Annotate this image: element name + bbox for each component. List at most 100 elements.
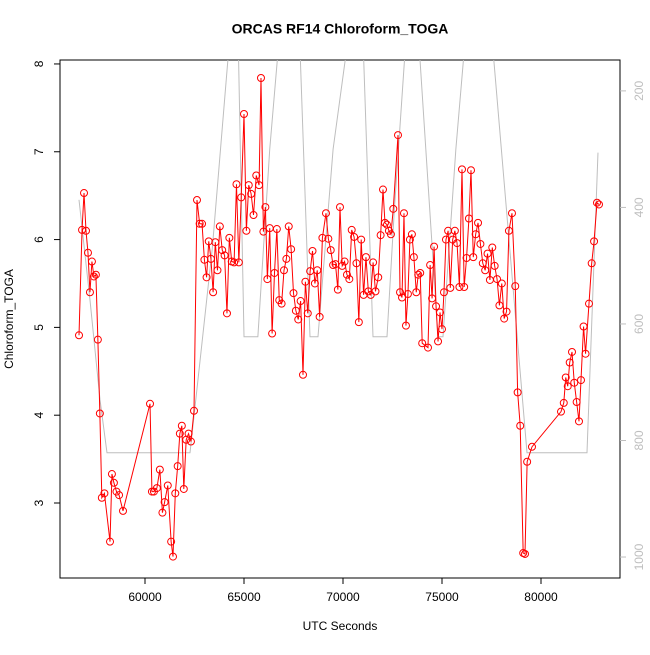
point <box>146 399 155 408</box>
point <box>291 306 300 315</box>
point <box>565 358 574 367</box>
point <box>115 491 124 500</box>
point <box>493 275 502 284</box>
point <box>97 493 106 502</box>
point <box>91 270 100 279</box>
point <box>106 537 115 546</box>
point <box>581 349 590 358</box>
point <box>572 398 581 407</box>
point <box>401 321 410 330</box>
point <box>222 309 231 318</box>
chart-title: ORCAS RF14 Chloroform_TOGA <box>232 21 449 37</box>
point <box>504 226 513 235</box>
point <box>313 266 322 275</box>
point <box>352 259 361 268</box>
point <box>507 209 516 218</box>
point <box>75 331 84 340</box>
point <box>234 258 243 267</box>
point <box>240 110 249 119</box>
point <box>315 312 324 321</box>
point <box>354 318 363 327</box>
point <box>252 171 261 180</box>
point <box>277 299 286 308</box>
point <box>345 275 354 284</box>
y-tick-label: 4 <box>32 412 46 419</box>
point <box>405 235 414 244</box>
point <box>590 237 599 246</box>
point <box>272 225 281 234</box>
point <box>333 285 342 294</box>
point <box>428 294 437 303</box>
point <box>495 301 504 310</box>
point <box>263 275 272 284</box>
point <box>303 309 312 318</box>
point <box>416 268 425 277</box>
point <box>186 437 195 446</box>
point <box>407 230 416 239</box>
point <box>247 189 256 198</box>
point <box>83 248 92 257</box>
point <box>177 421 186 430</box>
point <box>594 200 603 209</box>
point <box>418 339 427 348</box>
point <box>561 373 570 382</box>
point <box>476 239 485 248</box>
point <box>481 266 490 275</box>
point <box>523 457 532 466</box>
point <box>282 254 291 263</box>
point <box>450 226 459 235</box>
point <box>579 322 588 331</box>
point <box>155 465 164 474</box>
point <box>270 268 279 277</box>
point <box>89 272 98 281</box>
y-tick-label: 5 <box>32 324 46 331</box>
point <box>184 429 193 438</box>
point <box>474 218 483 227</box>
point <box>167 537 176 546</box>
point <box>211 238 220 247</box>
point <box>357 235 366 244</box>
point <box>256 74 265 83</box>
point <box>279 266 288 275</box>
point <box>574 417 583 426</box>
y2-tick-label: 1000 <box>632 543 646 570</box>
point <box>403 290 412 299</box>
point <box>340 257 349 266</box>
y-tick-label: 8 <box>32 60 46 67</box>
point <box>107 470 116 479</box>
point <box>502 307 511 316</box>
point <box>556 407 565 416</box>
point <box>93 335 102 344</box>
point <box>299 370 308 379</box>
point <box>95 409 104 418</box>
point <box>457 165 466 174</box>
point <box>587 259 596 268</box>
point <box>259 227 268 236</box>
point <box>296 297 305 306</box>
point <box>490 261 499 270</box>
point <box>321 209 330 218</box>
point <box>455 282 464 291</box>
point <box>206 254 215 263</box>
point <box>87 257 96 266</box>
point <box>192 196 201 205</box>
point <box>350 232 359 241</box>
point <box>78 225 87 234</box>
point <box>396 288 405 297</box>
point <box>409 253 418 262</box>
point <box>232 180 241 189</box>
point <box>225 233 234 242</box>
y2-tick-label: 800 <box>632 430 646 450</box>
point <box>592 198 601 207</box>
point <box>268 329 277 338</box>
x-tick-label: 80000 <box>524 590 558 604</box>
point <box>500 314 509 323</box>
point <box>179 484 188 493</box>
point <box>460 282 469 291</box>
point <box>255 181 264 190</box>
point <box>284 222 293 231</box>
point <box>437 325 446 334</box>
point <box>527 442 536 451</box>
point <box>81 226 90 235</box>
